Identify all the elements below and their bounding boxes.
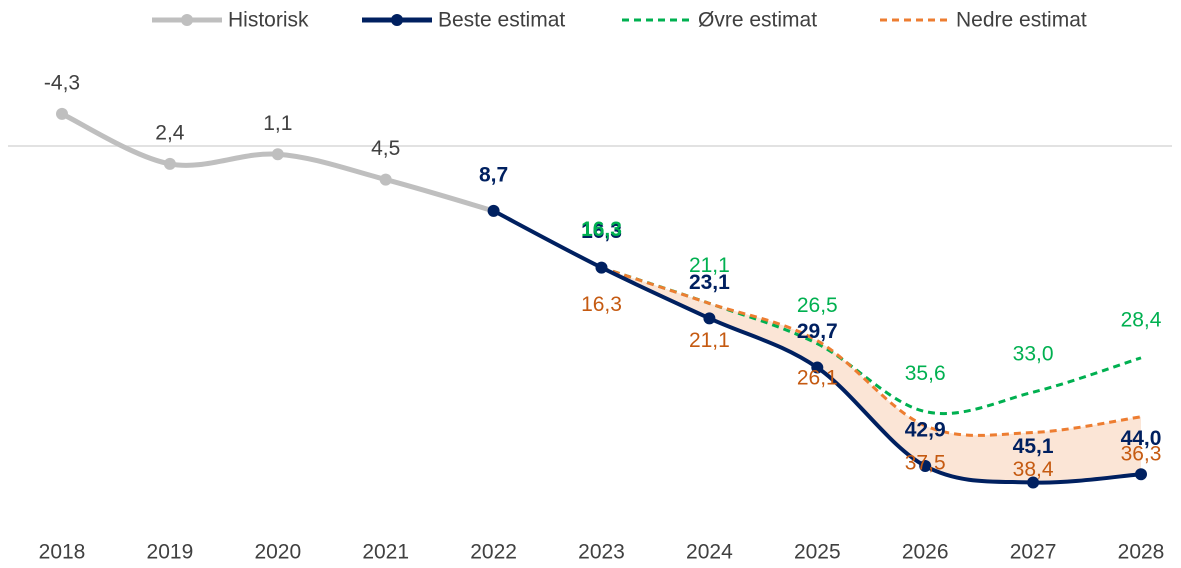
point-marker xyxy=(487,204,500,217)
data-label: 16,3 xyxy=(581,293,622,316)
point-marker xyxy=(271,148,284,161)
data-label: 16,3 xyxy=(581,218,622,241)
data-label: 16,3 xyxy=(581,220,622,243)
data-label: 38,4 xyxy=(1013,458,1054,481)
data-label: 21,1 xyxy=(689,254,730,277)
x-tick-label: 2023 xyxy=(578,541,625,564)
data-label: 2,4 xyxy=(155,121,185,144)
x-tick-label: 2018 xyxy=(39,541,86,564)
point-marker xyxy=(595,261,608,274)
point-marker xyxy=(379,173,392,186)
data-label: 37,5 xyxy=(905,451,946,474)
data-label: 44,0 xyxy=(1121,427,1162,450)
point-marker xyxy=(919,460,932,473)
x-tick-label: 2019 xyxy=(147,541,194,564)
data-label: 8,7 xyxy=(479,163,508,186)
legend-label: Nedre estimat xyxy=(956,9,1087,32)
legend-item: Historisk xyxy=(152,9,309,32)
data-label: 21,1 xyxy=(689,329,730,352)
point-marker xyxy=(163,157,176,170)
data-label: 42,9 xyxy=(905,419,946,442)
data-label: 45,1 xyxy=(1013,435,1054,458)
x-tick-label: 2028 xyxy=(1118,541,1165,564)
legend-label: Historisk xyxy=(228,9,309,32)
point-marker xyxy=(703,312,716,325)
point-marker xyxy=(56,107,68,120)
x-tick-label: 2026 xyxy=(902,541,949,564)
data-label: 28,4 xyxy=(1121,308,1162,331)
data-label: -4,3 xyxy=(44,71,80,94)
legend-label: Beste estimat xyxy=(438,9,565,32)
x-tick-label: 2025 xyxy=(794,541,841,564)
legend-label: Øvre estimat xyxy=(698,9,817,32)
x-tick-label: 2024 xyxy=(686,541,733,564)
data-label: 35,6 xyxy=(905,362,946,385)
legend-marker xyxy=(391,14,403,26)
legend-item: Nedre estimat xyxy=(880,9,1087,32)
point-marker xyxy=(811,361,824,374)
legend-marker xyxy=(181,14,193,26)
data-label: 1,1 xyxy=(263,112,292,135)
x-tick-label: 2027 xyxy=(1010,541,1057,564)
x-tick-label: 2020 xyxy=(254,541,301,564)
data-label: 26,5 xyxy=(797,294,838,317)
point-marker xyxy=(1027,476,1040,489)
data-label: 23,1 xyxy=(689,271,730,294)
data-label: 26,1 xyxy=(797,366,838,389)
x-tick-label: 2022 xyxy=(470,541,517,564)
legend-item: Øvre estimat xyxy=(622,9,817,32)
x-tick-label: 2021 xyxy=(362,541,409,564)
point-marker xyxy=(1135,468,1147,481)
data-label: 29,7 xyxy=(797,320,838,343)
data-label: 4,5 xyxy=(371,137,400,160)
legend-item: Beste estimat xyxy=(362,9,565,32)
data-label: 36,3 xyxy=(1121,442,1162,465)
data-label: 33,0 xyxy=(1013,343,1054,366)
range-band xyxy=(601,267,1141,483)
series-line xyxy=(601,266,1142,437)
